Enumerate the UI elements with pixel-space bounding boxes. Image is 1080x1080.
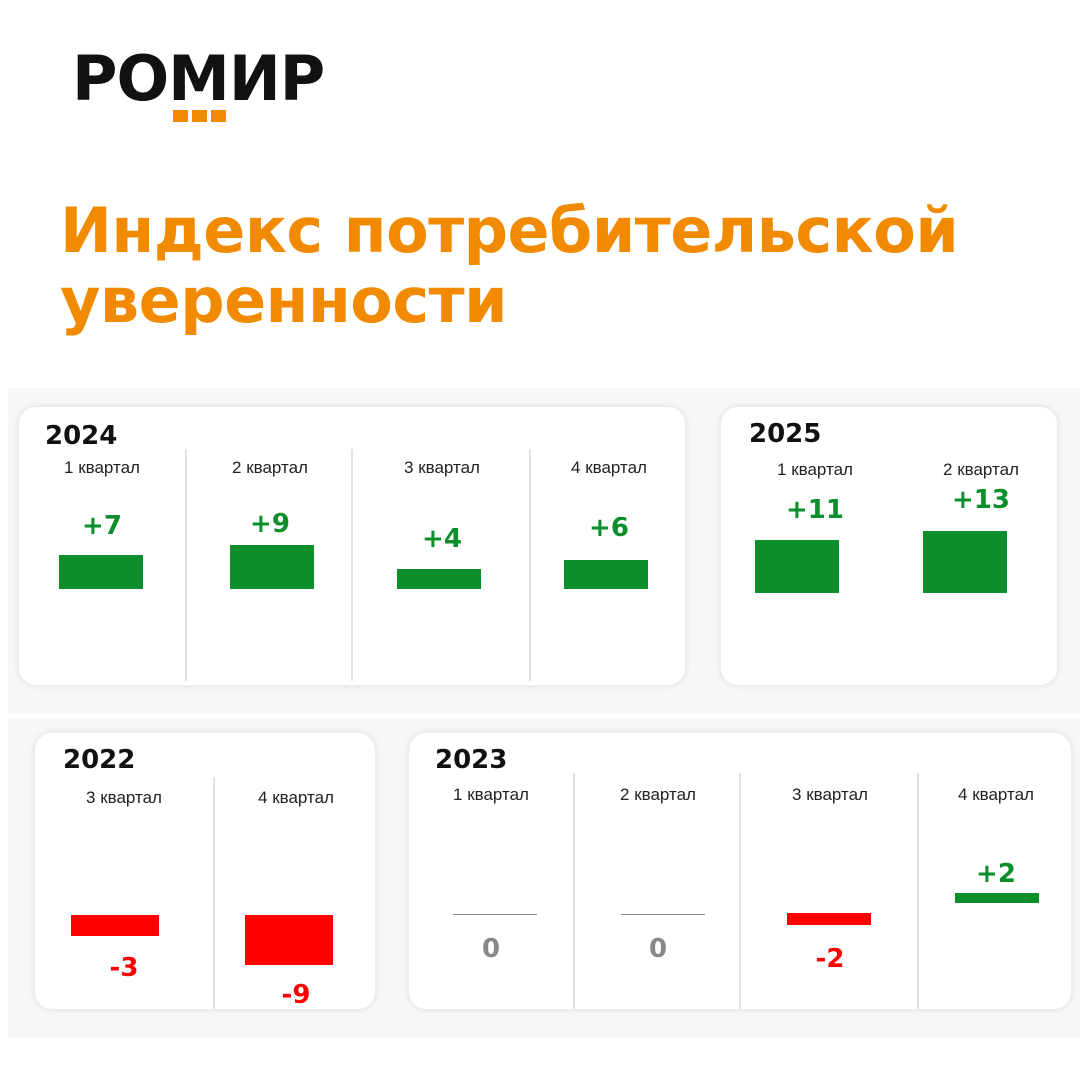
value-label: -9: [281, 980, 311, 1010]
quarter-label: 3 квартал: [792, 785, 868, 804]
col-2023-q3: 3 квартал -2: [739, 773, 919, 1009]
value-label: +9: [250, 509, 290, 539]
quarter-label: 2 квартал: [943, 460, 1019, 479]
quarter-label: 2 квартал: [620, 785, 696, 804]
value-label: -3: [109, 953, 139, 983]
bar: [71, 915, 159, 936]
value-label: +11: [786, 495, 844, 525]
col-2023-q2: 2 квартал 0: [573, 773, 741, 1009]
quarter-label: 4 квартал: [571, 458, 647, 477]
value-label: +6: [589, 513, 629, 543]
zero-line: [621, 914, 705, 915]
panel-2023: 2023 1 квартал 0 2 квартал 0 3 квартал -…: [408, 732, 1072, 1010]
logo-dots: [173, 110, 226, 122]
bar: [787, 913, 871, 925]
year-label: 2024: [45, 421, 118, 451]
panel-2022: 2022 3 квартал -3 4 квартал -9: [34, 732, 376, 1010]
col-2024-q1: 1 квартал +7: [19, 407, 185, 685]
col-2022-q3: 3 квартал -3: [35, 733, 213, 1009]
page-title: Индекс потребительской уверенности: [60, 196, 1040, 336]
col-2025-q1: 1 квартал +11: [721, 407, 885, 685]
bar: [230, 544, 314, 589]
value-label: +4: [422, 524, 462, 554]
value-label: 0: [648, 934, 668, 964]
quarter-label: 2 квартал: [232, 458, 308, 477]
quarter-label: 3 квартал: [86, 788, 162, 807]
col-2022-q4: 4 квартал -9: [213, 777, 377, 1010]
bar: [59, 554, 143, 589]
zero-line: [453, 914, 537, 915]
value-label: +2: [976, 859, 1016, 889]
bar: [955, 893, 1039, 903]
value-label: +13: [952, 485, 1010, 515]
col-2024-q2: 2 квартал +9: [185, 449, 353, 681]
year-label: 2023: [435, 745, 508, 775]
value-label: 0: [481, 934, 501, 964]
bar: [397, 569, 481, 589]
panel-2025: 2025 1 квартал +11 2 квартал +13: [720, 406, 1058, 686]
bar: [923, 530, 1007, 593]
bar: [755, 540, 839, 593]
quarter-label: 3 квартал: [404, 458, 480, 477]
col-2023-q4: 4 квартал +2: [917, 773, 1073, 1009]
quarter-label: 1 квартал: [777, 460, 853, 479]
value-label: +7: [82, 511, 122, 541]
title-line-1: Индекс потребительской: [60, 194, 959, 267]
col-2024-q3: 3 квартал +4: [351, 449, 531, 681]
quarter-label: 1 квартал: [64, 458, 140, 477]
title-line-2: уверенности: [60, 264, 508, 337]
bar: [564, 559, 648, 589]
year-label: 2022: [63, 745, 136, 775]
quarter-label: 4 квартал: [258, 788, 334, 807]
year-label: 2025: [749, 419, 822, 449]
romir-logo: РОМИР: [72, 42, 325, 122]
bar: [245, 915, 333, 966]
col-2024-q4: 4 квартал +6: [529, 449, 687, 681]
col-2025-q2: 2 квартал +13: [885, 407, 1057, 685]
logo-text: РОМИР: [72, 42, 325, 115]
value-label: -2: [815, 944, 845, 974]
quarter-label: 4 квартал: [958, 785, 1034, 804]
panel-2024: 2024 1 квартал +7 2 квартал +9 3 квартал…: [18, 406, 686, 686]
quarter-label: 1 квартал: [453, 785, 529, 804]
col-2023-q1: 1 квартал 0: [409, 733, 573, 1009]
